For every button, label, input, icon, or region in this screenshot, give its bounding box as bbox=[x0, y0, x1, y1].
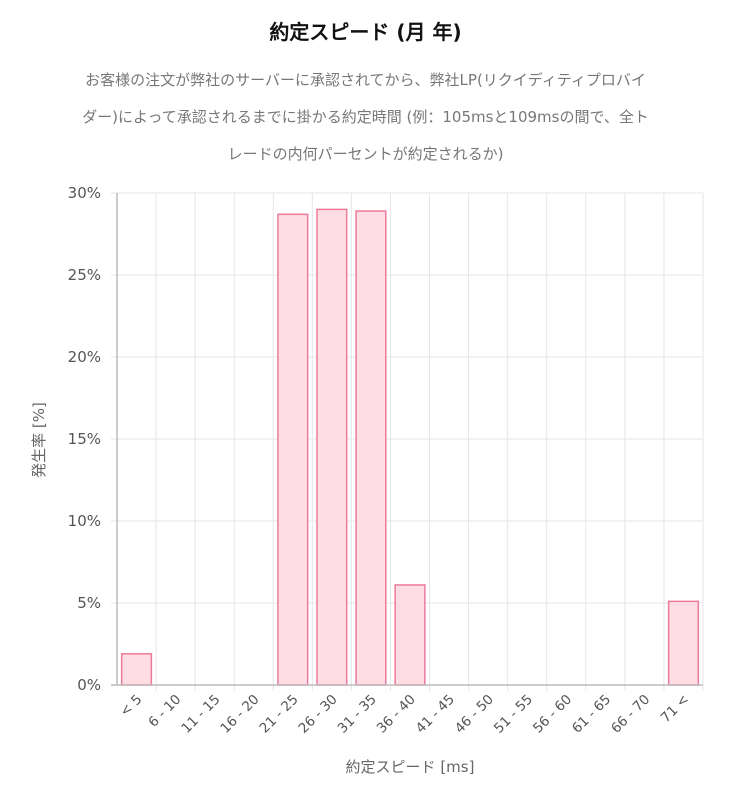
x-tick-label: 56 - 60 bbox=[530, 692, 575, 737]
x-tick-label: 61 - 65 bbox=[569, 692, 614, 737]
x-tick-label: 16 - 20 bbox=[217, 692, 262, 737]
chart-title: 約定スピード (月 年) bbox=[269, 20, 462, 44]
y-axis-title: 発生率 [%] bbox=[30, 402, 48, 478]
x-axis-title: 約定スピード [ms] bbox=[346, 758, 475, 776]
bar bbox=[394, 584, 426, 686]
y-tick-label: 5% bbox=[77, 594, 101, 612]
bar bbox=[667, 600, 700, 686]
x-tick-label: 21 - 25 bbox=[257, 692, 302, 737]
y-tick-label: 0% bbox=[77, 676, 101, 694]
y-tick-label: 15% bbox=[68, 430, 101, 448]
x-tick-label: < 5 bbox=[117, 692, 145, 720]
axes bbox=[111, 193, 703, 686]
y-tick-label: 30% bbox=[68, 184, 101, 202]
chart-subtitle: お客様の注文が弊社のサーバーに承認されてから、弊社LP(リクイディティプロバイダ… bbox=[82, 71, 649, 163]
grid-lines bbox=[111, 192, 704, 691]
x-tick-label: 31 - 35 bbox=[335, 692, 380, 737]
bar bbox=[120, 653, 153, 686]
x-tick-label: 36 - 40 bbox=[374, 692, 419, 737]
y-tick-label: 25% bbox=[68, 266, 101, 284]
y-tick-labels: 0% 5% 10% 15% 20% 25% 30% bbox=[68, 184, 101, 694]
bar bbox=[316, 208, 348, 686]
x-tick-label: 51 - 55 bbox=[491, 692, 536, 737]
x-tick-label: 26 - 30 bbox=[296, 692, 341, 737]
bar bbox=[277, 213, 309, 686]
bars bbox=[120, 208, 700, 686]
y-tick-label: 10% bbox=[68, 512, 101, 530]
x-tick-label: 71 < bbox=[658, 692, 692, 726]
x-tick-label: 46 - 50 bbox=[452, 692, 497, 737]
x-tick-label: 11 - 15 bbox=[178, 692, 223, 737]
y-tick-label: 20% bbox=[68, 348, 101, 366]
x-tick-label: 66 - 70 bbox=[608, 692, 653, 737]
bar bbox=[355, 210, 387, 686]
x-tick-label: 41 - 45 bbox=[413, 692, 458, 737]
